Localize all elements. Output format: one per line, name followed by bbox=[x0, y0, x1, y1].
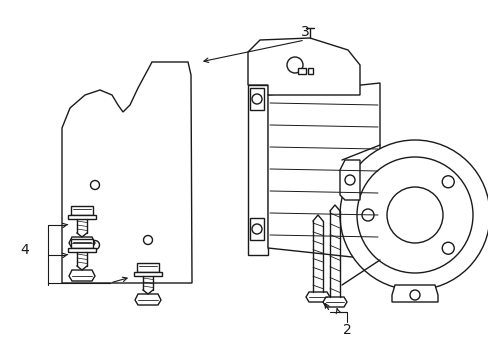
Polygon shape bbox=[62, 62, 192, 283]
Polygon shape bbox=[135, 294, 161, 305]
Polygon shape bbox=[69, 270, 95, 281]
Circle shape bbox=[356, 157, 472, 273]
Text: 2: 2 bbox=[342, 323, 351, 337]
Polygon shape bbox=[267, 83, 379, 260]
Polygon shape bbox=[323, 297, 346, 307]
Text: 3: 3 bbox=[300, 25, 309, 39]
Text: 1: 1 bbox=[0, 359, 1, 360]
Polygon shape bbox=[68, 215, 96, 219]
Circle shape bbox=[286, 57, 303, 73]
Polygon shape bbox=[68, 248, 96, 252]
Circle shape bbox=[251, 94, 262, 104]
Bar bbox=[249, 218, 264, 240]
Polygon shape bbox=[305, 292, 329, 302]
Polygon shape bbox=[391, 285, 437, 302]
Polygon shape bbox=[134, 272, 162, 276]
Circle shape bbox=[386, 187, 442, 243]
Bar bbox=[249, 88, 264, 110]
Circle shape bbox=[90, 180, 99, 189]
Circle shape bbox=[339, 140, 488, 290]
Polygon shape bbox=[137, 263, 159, 272]
Text: 4: 4 bbox=[20, 243, 29, 257]
Polygon shape bbox=[71, 239, 93, 248]
Polygon shape bbox=[71, 206, 93, 215]
Circle shape bbox=[361, 209, 373, 221]
Circle shape bbox=[409, 290, 419, 300]
Circle shape bbox=[441, 242, 453, 254]
Circle shape bbox=[251, 224, 262, 234]
Polygon shape bbox=[247, 85, 267, 255]
Polygon shape bbox=[247, 38, 359, 95]
Polygon shape bbox=[339, 160, 359, 200]
Circle shape bbox=[441, 176, 453, 188]
Bar bbox=[297, 68, 305, 74]
Circle shape bbox=[90, 240, 99, 249]
Circle shape bbox=[345, 175, 354, 185]
Circle shape bbox=[143, 235, 152, 244]
Bar bbox=[307, 68, 312, 74]
Polygon shape bbox=[69, 237, 95, 248]
